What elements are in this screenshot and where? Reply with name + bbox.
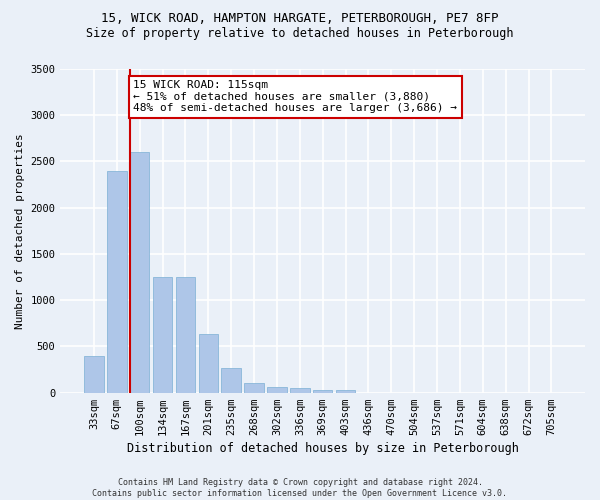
Text: 15, WICK ROAD, HAMPTON HARGATE, PETERBOROUGH, PE7 8FP: 15, WICK ROAD, HAMPTON HARGATE, PETERBOR… (101, 12, 499, 26)
Bar (84, 356, 104, 393)
Bar (130, 152, 149, 392)
X-axis label: Distribution of detached houses by size in Peterborough: Distribution of detached houses by size … (127, 442, 518, 455)
Bar (107, 170, 127, 392)
Bar (221, 368, 241, 392)
Text: 15 WICK ROAD: 115sqm
← 51% of detached houses are smaller (3,880)
48% of semi-de: 15 WICK ROAD: 115sqm ← 51% of detached h… (133, 80, 457, 114)
Bar (176, 277, 195, 392)
Y-axis label: Number of detached properties: Number of detached properties (15, 133, 25, 328)
Bar (336, 390, 355, 392)
Bar (313, 390, 332, 392)
Bar (290, 388, 310, 392)
Text: Size of property relative to detached houses in Peterborough: Size of property relative to detached ho… (86, 28, 514, 40)
Bar (244, 382, 264, 392)
Bar (199, 334, 218, 392)
Bar (153, 277, 172, 392)
Bar (267, 387, 287, 392)
Text: Contains HM Land Registry data © Crown copyright and database right 2024.
Contai: Contains HM Land Registry data © Crown c… (92, 478, 508, 498)
